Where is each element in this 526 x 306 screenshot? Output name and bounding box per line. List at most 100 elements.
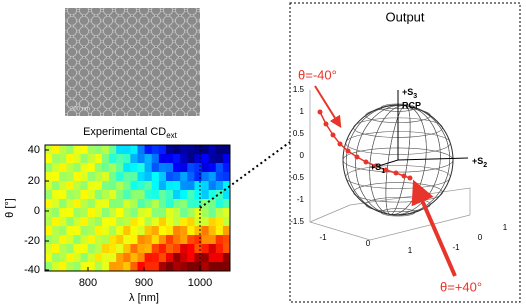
heatmap-cell xyxy=(109,154,117,164)
heatmap-cell xyxy=(81,235,89,245)
heatmap-cell xyxy=(123,154,131,164)
heatmap-cell xyxy=(116,253,124,263)
heatmap-cell xyxy=(116,208,124,218)
heatmap-cell xyxy=(216,181,224,191)
heatmap-cell xyxy=(130,172,138,182)
heatmap-cell xyxy=(173,244,181,254)
heatmap-cell xyxy=(216,253,224,263)
heatmap-cell xyxy=(102,235,110,245)
trajectory-point xyxy=(331,133,336,138)
x-tick-label: 900 xyxy=(135,277,153,289)
heatmap-cell xyxy=(202,208,210,218)
heatmap-cell xyxy=(45,226,53,236)
heatmap-cell xyxy=(109,244,117,254)
heatmap-cell xyxy=(102,145,110,155)
heatmap-cell xyxy=(145,172,153,182)
heatmap-cell xyxy=(66,190,74,200)
heatmap-cell xyxy=(109,226,117,236)
heatmap-cell xyxy=(138,217,146,227)
heatmap-cell xyxy=(209,235,217,245)
heatmap-cell xyxy=(202,244,210,254)
heatmap-cell xyxy=(138,253,146,263)
rcp-label: RCP xyxy=(402,100,421,110)
heatmap-cell xyxy=(73,235,81,245)
y-tick-label: 1 xyxy=(503,223,508,232)
heatmap-cell xyxy=(180,208,188,218)
heatmap-cell xyxy=(123,163,131,173)
annotation-bottom: θ=+40° xyxy=(440,279,482,294)
heatmap-cell xyxy=(109,190,117,200)
heatmap-cell xyxy=(145,163,153,173)
heatmap-cell xyxy=(123,199,131,209)
heatmap-cell xyxy=(88,199,96,209)
heatmap-cell xyxy=(159,208,167,218)
heatmap-cell xyxy=(187,235,195,245)
heatmap-cell xyxy=(73,208,81,218)
heatmap-cell xyxy=(223,190,231,200)
heatmap-cell xyxy=(194,244,202,254)
heatmap-cell xyxy=(116,244,124,254)
heatmap-cell xyxy=(194,154,202,164)
heatmap-cell xyxy=(223,208,231,218)
heatmap-cell xyxy=(45,181,53,191)
heatmap-cell xyxy=(81,262,89,272)
heatmap-cell xyxy=(102,181,110,191)
heatmap-cell xyxy=(88,217,96,227)
heatmap-cell xyxy=(59,154,67,164)
heatmap-cell xyxy=(159,217,167,227)
heatmap-cell xyxy=(152,145,160,155)
heatmap-cell xyxy=(194,163,202,173)
heatmap-cell xyxy=(152,163,160,173)
heatmap-cell xyxy=(45,253,53,263)
heatmap-cell xyxy=(159,181,167,191)
heatmap-cell xyxy=(102,217,110,227)
heatmap-cell xyxy=(209,208,217,218)
heatmap-cell xyxy=(45,208,53,218)
heatmap-cell xyxy=(123,145,131,155)
heatmap-cell xyxy=(173,235,181,245)
heatmap-cell xyxy=(209,154,217,164)
heatmap-cell xyxy=(66,262,74,272)
heatmap-cell xyxy=(216,163,224,173)
heatmap-cell xyxy=(95,262,103,272)
heatmap-cell xyxy=(88,154,96,164)
heatmap-cell xyxy=(123,181,131,191)
heatmap-cell xyxy=(95,217,103,227)
heatmap-cell xyxy=(59,172,67,182)
heatmap-cell xyxy=(116,199,124,209)
heatmap-cell xyxy=(187,217,195,227)
heatmap-cell xyxy=(152,181,160,191)
heatmap-cell xyxy=(109,172,117,182)
heatmap-cell xyxy=(180,253,188,263)
heatmap-cell xyxy=(180,199,188,209)
heatmap-cell xyxy=(202,217,210,227)
heatmap-cell xyxy=(223,154,231,164)
heatmap-cell xyxy=(66,199,74,209)
heatmap-cell xyxy=(187,145,195,155)
heatmap-cell xyxy=(130,217,138,227)
heatmap-cell xyxy=(52,190,60,200)
heatmap-cell xyxy=(173,154,181,164)
heatmap-cell xyxy=(130,181,138,191)
heatmap-cell xyxy=(138,208,146,218)
heatmap-cell xyxy=(102,226,110,236)
output-title: Output xyxy=(385,9,424,24)
heatmap-cell xyxy=(159,145,167,155)
heatmap-cell xyxy=(95,253,103,263)
z-tick-label: 1.5 xyxy=(293,85,305,94)
heatmap-cell xyxy=(66,226,74,236)
heatmap-cell xyxy=(81,172,89,182)
trajectory-point xyxy=(346,149,351,154)
heatmap-cell xyxy=(102,154,110,164)
heatmap-cell xyxy=(109,199,117,209)
heatmap-cell xyxy=(180,145,188,155)
heatmap-cell xyxy=(59,190,67,200)
heatmap-cell xyxy=(202,181,210,191)
heatmap-cell xyxy=(130,262,138,272)
heatmap-cell xyxy=(145,244,153,254)
heatmap-cell xyxy=(187,199,195,209)
heatmap-cell xyxy=(152,244,160,254)
heatmap-cell xyxy=(88,190,96,200)
heatmap-cell xyxy=(95,163,103,173)
heatmap-cell xyxy=(88,226,96,236)
